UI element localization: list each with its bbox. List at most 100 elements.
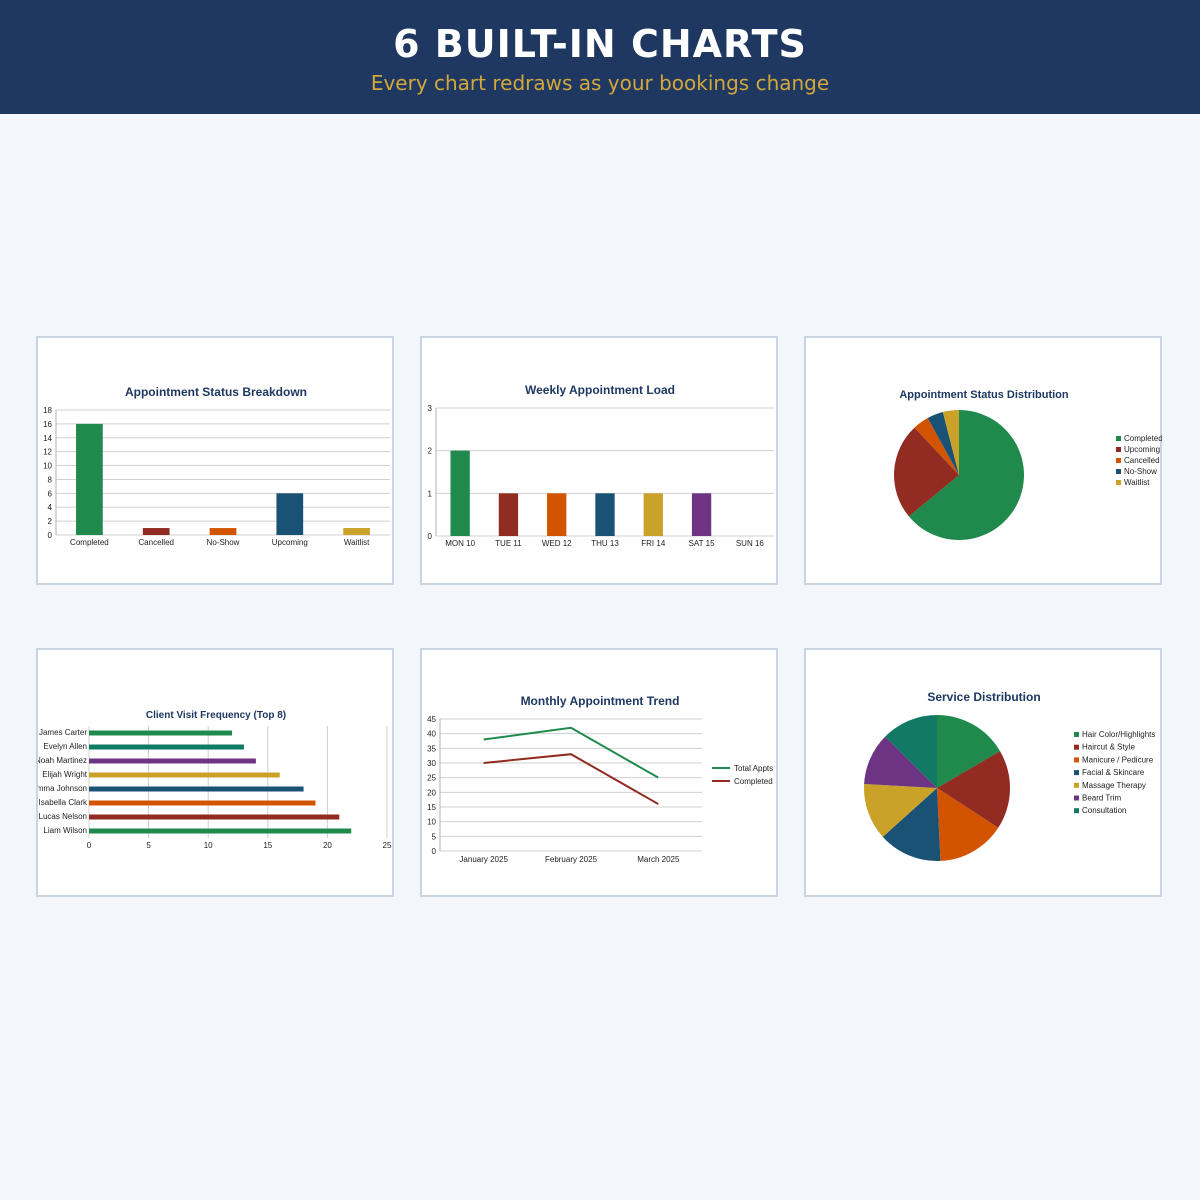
card-weekly-load: Weekly Appointment Load 0 1 2 3 MON 10 TUE 11 W… (420, 336, 778, 585)
legend-swatch (1116, 480, 1121, 485)
y-tick-label: 1 (428, 489, 433, 498)
bar (276, 493, 304, 535)
bar (89, 828, 352, 834)
legend-swatch (1074, 770, 1079, 776)
pie-slice (908, 410, 1024, 540)
legend-swatch (1116, 458, 1121, 463)
card-visit-frequency: Client Visit Frequency (Top 8) 0 5 10 15 20 25… (36, 648, 394, 897)
y-tick-label: 45 (427, 715, 436, 724)
y-tick-label: 8 (48, 475, 53, 484)
pie-slice (864, 736, 937, 788)
y-tick-label: James Carter (39, 728, 87, 737)
legend-label: Hair Color/Highlights (1082, 730, 1155, 739)
series-line (483, 753, 659, 805)
bar (89, 800, 316, 806)
y-tick-label: 10 (427, 818, 436, 827)
bar (89, 786, 304, 792)
y-tick-label: Liam Wilson (43, 826, 87, 835)
y-tick-label: Isabella Clark (39, 798, 88, 807)
bar (89, 814, 340, 820)
bar (547, 493, 567, 536)
legend-swatch (1116, 436, 1121, 441)
legend-label: Cancelled (1124, 456, 1160, 465)
x-tick-label: SAT 15 (689, 539, 715, 548)
y-tick-label: 6 (48, 489, 53, 498)
bar (595, 493, 615, 536)
legend-label: Consultation (1082, 806, 1126, 815)
y-tick-label: Noah Martinez (38, 756, 87, 765)
legend-swatch (1074, 808, 1079, 814)
y-tick-label: Elijah Wright (42, 770, 88, 779)
bar (691, 493, 712, 536)
x-tick-label: 0 (87, 841, 92, 850)
legend-swatch (1074, 795, 1079, 801)
y-tick-label: 0 (428, 532, 433, 541)
pie-slice (937, 715, 1001, 788)
pie-slice (885, 715, 937, 788)
y-tick-label: 40 (427, 730, 436, 739)
monthly-trend-chart: Monthly Appointment Trend 0 5 10 15 20 25 30 35 4… (427, 694, 773, 864)
bar (209, 528, 237, 535)
bar (343, 528, 370, 535)
bar (450, 450, 470, 536)
x-tick-label: FRI 14 (641, 539, 666, 548)
x-tick-label: THU 13 (591, 539, 619, 548)
bar (89, 758, 256, 764)
x-tick-label: Completed (70, 538, 109, 547)
chart-title: Weekly Appointment Load (525, 383, 675, 397)
y-tick-label: 5 (432, 832, 437, 841)
x-tick-label: 20 (323, 841, 332, 850)
pie-slice (937, 751, 1010, 828)
service-distribution-chart: Service Distribution Hair Color/Highlight… (864, 690, 1155, 861)
y-tick-label: 0 (48, 531, 53, 540)
legend-swatch (1074, 757, 1079, 763)
x-tick-label: February 2025 (545, 855, 598, 864)
card-monthly-trend: Monthly Appointment Trend 0 5 10 15 20 25 30 35 4… (420, 648, 778, 897)
bar (89, 744, 244, 750)
card-status-distribution: Appointment Status Distribution Completed… (804, 336, 1162, 585)
x-tick-label: 5 (146, 841, 151, 850)
pie-slice (937, 788, 999, 861)
status-breakdown-chart: Appointment Status Breakdown 0 2 4 6 8 10 12 14 1… (43, 385, 390, 547)
x-tick-label: Waitlist (344, 538, 370, 547)
y-tick-label: Emma Johnson (38, 784, 87, 793)
legend-swatch (1074, 732, 1079, 737)
legend-label: Total Appts (734, 764, 773, 773)
bar (498, 493, 519, 536)
y-tick-label: 3 (428, 404, 433, 413)
x-tick-label: March 2025 (637, 855, 680, 864)
card-status-breakdown: Appointment Status Breakdown 0 2 4 6 8 10 12 14 1… (36, 336, 394, 585)
chart-title: Appointment Status Breakdown (125, 385, 307, 399)
y-tick-label: 10 (43, 462, 52, 471)
legend-swatch (1074, 782, 1079, 788)
legend-label: Massage Therapy (1082, 781, 1146, 790)
chart-title: Monthly Appointment Trend (521, 694, 680, 708)
chart-title: Appointment Status Distribution (899, 389, 1069, 401)
x-tick-label: 15 (263, 841, 272, 850)
x-tick-label: 10 (204, 841, 213, 850)
y-tick-label: 35 (427, 744, 436, 753)
y-tick-label: 16 (43, 420, 52, 429)
y-tick-label: 30 (427, 759, 436, 768)
legend-label: Haircut & Style (1082, 743, 1135, 752)
legend-label: Completed (734, 777, 773, 786)
chart-title: Client Visit Frequency (Top 8) (146, 710, 286, 721)
legend-label: Beard Trim (1082, 794, 1121, 803)
pie-slice (882, 788, 941, 861)
page-title: 6 BUILT-IN CHARTS (393, 22, 807, 66)
card-service-distribution: Service Distribution Hair Color/Highlight… (804, 648, 1162, 897)
pie-slice (927, 412, 959, 475)
x-tick-label: Upcoming (272, 538, 308, 547)
series-line (483, 726, 659, 779)
legend-label: Upcoming (1124, 445, 1160, 454)
y-tick-label: 25 (427, 774, 436, 783)
x-tick-label: TUE 11 (495, 539, 522, 548)
y-tick-label: 0 (432, 847, 437, 856)
bar (142, 528, 170, 535)
pie-slice (942, 410, 959, 475)
visit-frequency-chart: Client Visit Frequency (Top 8) 0 5 10 15 20 25… (38, 710, 392, 850)
y-tick-label: 4 (48, 503, 53, 512)
pie-slice (864, 783, 937, 837)
y-tick-label: Evelyn Allen (43, 742, 87, 751)
x-tick-label: MON 10 (445, 539, 475, 548)
